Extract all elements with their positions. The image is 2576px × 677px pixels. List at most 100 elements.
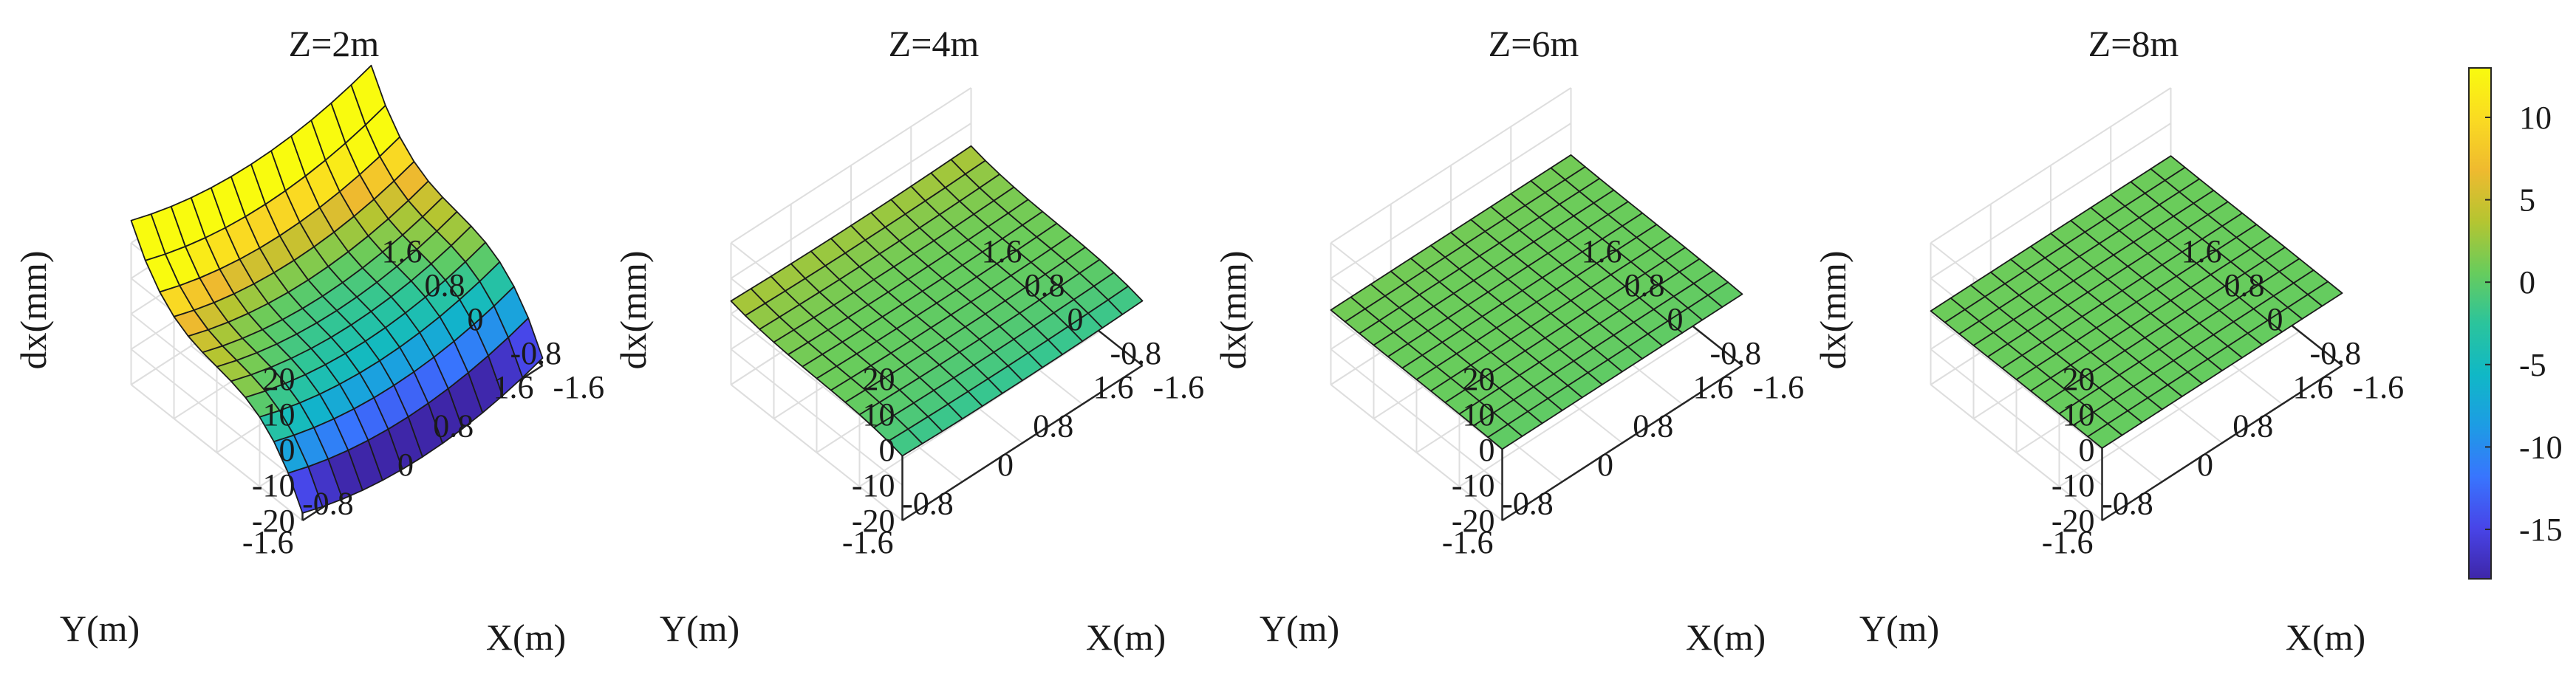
colorbar-tick-label: -10 xyxy=(2519,429,2563,465)
y-tick-label: 1.6 xyxy=(2293,369,2334,405)
tick-labels: 20100-10-20-1.6-0.800.81.61.60.80-0.8-1.… xyxy=(2042,233,2404,560)
z-tick-label: 10 xyxy=(263,396,295,433)
panel-title: Z=8m xyxy=(2088,23,2179,64)
colorbar-ticks: 10 5 0 -5 -10 -15 xyxy=(2485,100,2563,548)
tick-labels: 20100-10-20-1.6-0.800.81.61.60.80-0.8-1.… xyxy=(242,233,604,560)
z-tick-label: 0 xyxy=(279,432,295,468)
x-tick-label: -0.8 xyxy=(1710,335,1762,371)
x-tick-label: -0.8 xyxy=(510,335,562,371)
tick-labels: 20100-10-20-1.6-0.800.81.61.60.80-0.8-1.… xyxy=(1442,233,1804,560)
z-tick-label: -10 xyxy=(2051,467,2095,504)
x-tick-label: 1.6 xyxy=(382,233,423,269)
y-tick-label: 0 xyxy=(997,447,1014,483)
y-tick-label: 1.6 xyxy=(1693,369,1734,405)
colorbar-tick-label: 10 xyxy=(2519,100,2552,136)
x-tick-label: 1.6 xyxy=(2182,233,2222,269)
y-tick-label: -1.6 xyxy=(842,524,894,560)
y-axis-title: Y(m) xyxy=(1260,608,1339,649)
z-axis-title: dx(mm) xyxy=(13,250,54,369)
x-tick-label: 0.8 xyxy=(1624,267,1665,303)
colorbar-tick-label: -15 xyxy=(2519,512,2563,548)
surface-mesh xyxy=(1930,155,2343,449)
y-tick-label: -1.6 xyxy=(2042,524,2094,560)
y-tick-label: 0.8 xyxy=(1633,408,1673,444)
y-tick-label: -1.6 xyxy=(1442,524,1494,560)
x-axis-title: X(m) xyxy=(2286,616,2365,658)
x-tick-label: 0 xyxy=(1667,301,1684,337)
y-axis-title: Y(m) xyxy=(60,608,140,649)
y-axis-line xyxy=(1501,364,1743,522)
surface-panels: 20100-10-20-1.6-0.800.81.61.60.80-0.8-1.… xyxy=(13,23,2404,658)
x-tick-label: 0.8 xyxy=(1025,267,1065,303)
y-tick-label: 0.8 xyxy=(1033,408,1073,444)
x-tick-label: -1.6 xyxy=(553,369,605,405)
y-tick-label: -0.8 xyxy=(2102,486,2153,522)
y-tick-label: 0.8 xyxy=(2232,408,2273,444)
y-tick-label: 0 xyxy=(2197,447,2213,483)
tick-labels: 20100-10-20-1.6-0.800.81.61.60.80-0.8-1.… xyxy=(842,233,1204,560)
z-axis-title: dx(mm) xyxy=(1812,250,1854,369)
panel-title: Z=4m xyxy=(889,23,980,64)
z-tick-label: 0 xyxy=(2079,432,2095,468)
z-tick-label: -20 xyxy=(252,503,295,539)
surface-panel: 20100-10-20-1.6-0.800.81.61.60.80-0.8-1.… xyxy=(13,23,604,658)
surface-mesh xyxy=(1330,154,1743,450)
surface-panel: 20100-10-20-1.6-0.800.81.61.60.80-0.8-1.… xyxy=(612,23,1204,658)
x-axis-title: X(m) xyxy=(1686,616,1766,658)
y-axis-line xyxy=(901,364,1144,522)
y-tick-label: -1.6 xyxy=(242,524,294,560)
z-tick-label: 20 xyxy=(863,361,895,397)
y-axis-title: Y(m) xyxy=(1859,608,1939,649)
z-tick-label: 10 xyxy=(1463,396,1495,433)
z-tick-label: -10 xyxy=(252,467,295,504)
surface-cell xyxy=(508,317,544,379)
z-tick-label: 20 xyxy=(2063,361,2095,397)
x-tick-label: 0 xyxy=(468,301,484,337)
colorbar-tick-label: 5 xyxy=(2519,182,2535,219)
z-tick-label: 20 xyxy=(263,361,295,397)
panel-title: Z=6m xyxy=(1489,23,1579,64)
x-tick-label: -0.8 xyxy=(1110,335,1162,371)
surface-panel: 20100-10-20-1.6-0.800.81.61.60.80-0.8-1.… xyxy=(1812,23,2404,658)
z-tick-label: -20 xyxy=(1452,503,1495,539)
z-tick-label: 20 xyxy=(1463,361,1495,397)
surface-cell xyxy=(2307,281,2343,307)
z-tick-label: 10 xyxy=(863,396,895,433)
y-axis-line xyxy=(2101,364,2343,522)
x-tick-label: -0.8 xyxy=(2310,335,2362,371)
z-tick-label: -10 xyxy=(852,467,895,504)
y-tick-label: -0.8 xyxy=(302,486,354,522)
y-axis-title: Y(m) xyxy=(660,608,739,649)
x-tick-label: 1.6 xyxy=(1582,233,1622,269)
z-tick-label: 10 xyxy=(2063,396,2095,433)
z-tick-label: -20 xyxy=(852,503,895,539)
z-tick-label: -20 xyxy=(2051,503,2095,539)
z-tick-label: -10 xyxy=(1452,467,1495,504)
z-axis-title: dx(mm) xyxy=(1212,250,1254,369)
x-tick-label: 1.6 xyxy=(982,233,1022,269)
x-tick-label: -1.6 xyxy=(1753,369,1805,405)
surface-cell xyxy=(1107,285,1144,315)
x-axis-title: X(m) xyxy=(486,616,566,658)
x-tick-label: -1.6 xyxy=(1153,369,1205,405)
z-tick-label: 0 xyxy=(1479,432,1495,468)
x-axis-title: X(m) xyxy=(1086,616,1166,658)
colorbar-tick-label: -5 xyxy=(2519,347,2546,383)
y-tick-label: -0.8 xyxy=(902,486,954,522)
y-tick-label: 1.6 xyxy=(1093,369,1134,405)
x-tick-label: 0.8 xyxy=(425,267,465,303)
surface-cell xyxy=(1707,281,1743,308)
surface-mesh xyxy=(730,145,1144,457)
z-tick-label: 0 xyxy=(879,432,895,468)
y-tick-label: 1.6 xyxy=(493,369,534,405)
colorbar-tick-label: 0 xyxy=(2519,264,2535,300)
colorbar-gradient xyxy=(2468,67,2492,580)
y-tick-label: 0.8 xyxy=(433,408,474,444)
x-tick-label: 0 xyxy=(2267,301,2283,337)
y-tick-label: -0.8 xyxy=(1502,486,1554,522)
colorbar: 10 5 0 -5 -10 -15 xyxy=(2468,67,2563,580)
y-tick-label: 0 xyxy=(1597,447,1613,483)
z-axis-title: dx(mm) xyxy=(612,250,654,369)
y-tick-label: 0 xyxy=(397,447,414,483)
